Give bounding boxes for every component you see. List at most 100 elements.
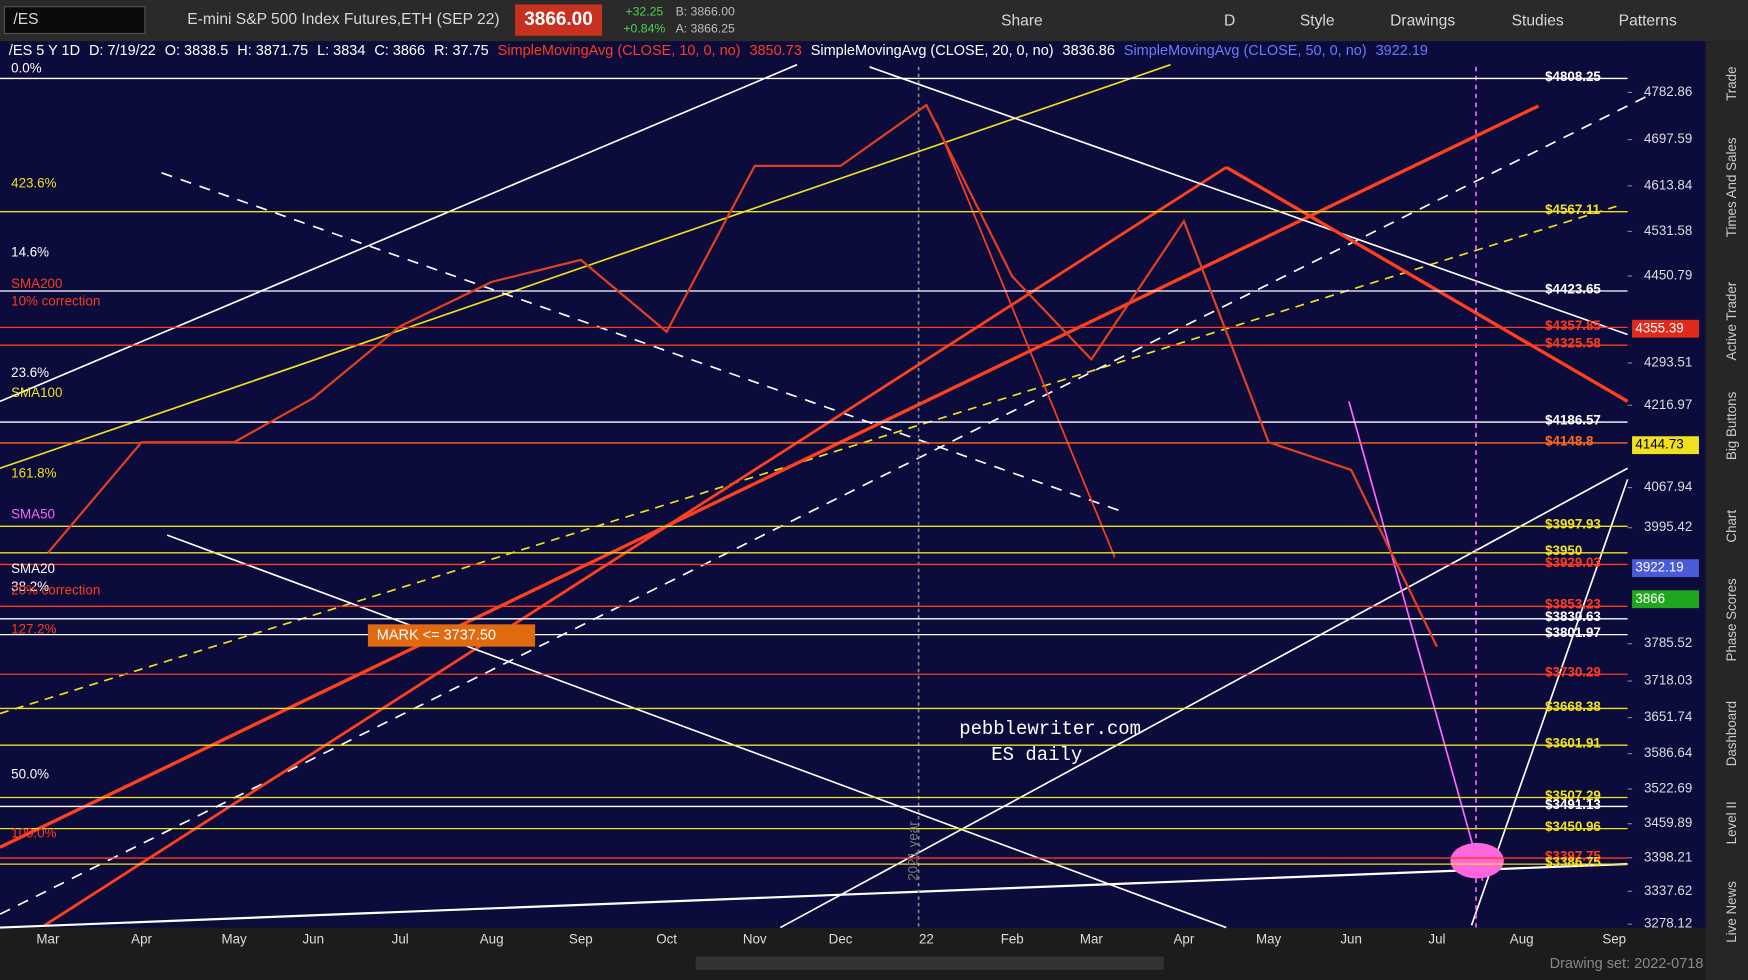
price-line [47, 103, 1438, 648]
level-label: $3950 [1545, 543, 1582, 558]
x-tick-label: Mar [36, 931, 60, 946]
x-tick-label: Apr [1174, 931, 1195, 946]
y-tick-label: 3995.42 [1644, 519, 1692, 534]
x-tick-label: Jun [1340, 931, 1362, 946]
x-tick-label: Sep [1602, 931, 1626, 946]
info-text: SimpleMovingAvg (CLOSE, 20, 0, no) [811, 43, 1054, 59]
price-badge [1632, 559, 1699, 578]
y-tick-label: 4531.58 [1644, 223, 1692, 238]
x-tick-label: Dec [829, 931, 853, 946]
x-tick-label: May [221, 931, 247, 946]
y-tick-label: 3398.21 [1644, 849, 1692, 864]
level-label: $3668.38 [1545, 699, 1601, 714]
description: E-mini S&P 500 Index Futures,ETH (SEP 22… [187, 11, 499, 28]
chart: 4782.86 4697.59 4613.84 4531.58 4450.79 4293.… [0, 61, 1699, 946]
fib-label: SMA20 [11, 561, 55, 576]
level-label: $4357.85 [1545, 318, 1601, 333]
fib-label: SMA50 [11, 507, 55, 522]
y-tick-label: 4293.51 [1644, 354, 1692, 369]
x-tick-label: Jul [1428, 931, 1445, 946]
x-tick-label: May [1256, 931, 1282, 946]
info-text: C: 3866 [374, 43, 425, 59]
sidebar-tab[interactable]: Trade [1724, 66, 1739, 100]
button[interactable]: Studies [1512, 12, 1564, 29]
sidebar-tab[interactable]: Phase Scores [1724, 578, 1739, 661]
symbol-box[interactable] [3, 6, 146, 35]
watermark: ES daily [991, 744, 1082, 766]
scrollbar[interactable] [695, 956, 1164, 970]
button[interactable]: Drawings [1390, 12, 1455, 29]
info-text: D: 7/19/22 [89, 43, 156, 59]
ask: A: 3866.25 [676, 21, 735, 35]
button[interactable]: Patterns [1619, 12, 1677, 29]
sidebar-tab[interactable]: Level II [1724, 801, 1739, 844]
fib-label: 0.0% [11, 61, 42, 76]
price-badge-label: 3866 [1635, 591, 1665, 606]
x-tick-label: Nov [743, 931, 767, 946]
fib-label: 127.2% [11, 621, 56, 636]
plot-area [0, 41, 1706, 928]
info-text: SimpleMovingAvg (CLOSE, 50, 0, no) [1124, 43, 1367, 59]
level-label: $3491.13 [1545, 797, 1601, 812]
fib-label: 20% correction [11, 582, 100, 597]
price-badge [1632, 319, 1699, 338]
button[interactable]: D [1224, 12, 1235, 29]
y-tick-label: 3522.69 [1644, 781, 1692, 796]
last-price: 3866.00 [524, 9, 592, 30]
info-text: R: 37.75 [434, 43, 489, 59]
info-text: 3922.19 [1376, 43, 1428, 59]
x-tick-label: Sep [569, 931, 593, 946]
y-tick-label: 3785.52 [1644, 635, 1692, 650]
fib-label: 10% correction [11, 294, 100, 309]
sidebar-tab[interactable]: Active Trader [1724, 281, 1739, 360]
price-badge-label: 4144.73 [1635, 437, 1683, 452]
fib-label: 38.2% [11, 579, 49, 594]
price-badge [1632, 590, 1699, 609]
info-text: 3836.86 [1063, 43, 1115, 59]
button[interactable]: Share [1001, 12, 1043, 29]
level-label: $3853.23 [1545, 597, 1601, 612]
mark-box[interactable] [367, 624, 536, 647]
year-label: 2021 year [906, 821, 921, 881]
level-label: $3601.91 [1545, 736, 1601, 751]
fib-label: 423.6% [11, 176, 56, 191]
sidebar-tab[interactable]: Big Buttons [1724, 391, 1739, 460]
y-tick-label: 4782.86 [1644, 84, 1692, 99]
level-label: $3450.96 [1545, 819, 1601, 834]
x-tick-label: Aug [1510, 931, 1534, 946]
y-tick-label: 4450.79 [1644, 268, 1692, 283]
fib-label: 161.8% [11, 465, 56, 480]
level-label: $3997.93 [1545, 517, 1601, 532]
x-tick-label: Mar [1080, 931, 1104, 946]
level-label: $4423.65 [1545, 281, 1601, 296]
mark-label: MARK <= 3737.50 [377, 627, 496, 643]
info-text: H: 3871.75 [237, 43, 308, 59]
sidebar-tab[interactable]: Times And Sales [1724, 137, 1739, 237]
drawing-set: Drawing set: 2022-0718 [1550, 956, 1704, 972]
fib-label: 50.0% [11, 766, 49, 781]
y-tick-label: 3651.74 [1644, 709, 1693, 724]
price-axis [1627, 41, 1706, 928]
info-text: O: 3838.5 [165, 43, 229, 59]
x-tick-label: Jul [392, 931, 409, 946]
last-box [515, 4, 602, 36]
change-pct: +0.84% [623, 21, 665, 35]
level-label: $4808.25 [1545, 69, 1601, 84]
info-text: /ES 5 Y 1D [9, 43, 80, 59]
info-text: 3850.73 [749, 43, 801, 59]
sidebar-tab[interactable]: Live News [1724, 881, 1739, 943]
y-tick-label: 3337.62 [1644, 883, 1692, 898]
level-label: $3730.29 [1545, 665, 1601, 680]
level-label: $3830.63 [1545, 609, 1601, 624]
sidebar-tab[interactable]: Dashboard [1724, 701, 1739, 766]
price-badge [1632, 436, 1699, 455]
price-badge-label: 3922.19 [1635, 560, 1683, 575]
y-tick-label: 4067.94 [1644, 479, 1693, 494]
level-label: $4325.58 [1545, 336, 1601, 351]
x-tick-label: Oct [656, 931, 677, 946]
sidebar-tab[interactable]: Chart [1724, 510, 1739, 543]
x-tick-label: Feb [1001, 931, 1024, 946]
button[interactable]: Style [1300, 12, 1335, 29]
y-tick-label: 4613.84 [1644, 177, 1693, 192]
